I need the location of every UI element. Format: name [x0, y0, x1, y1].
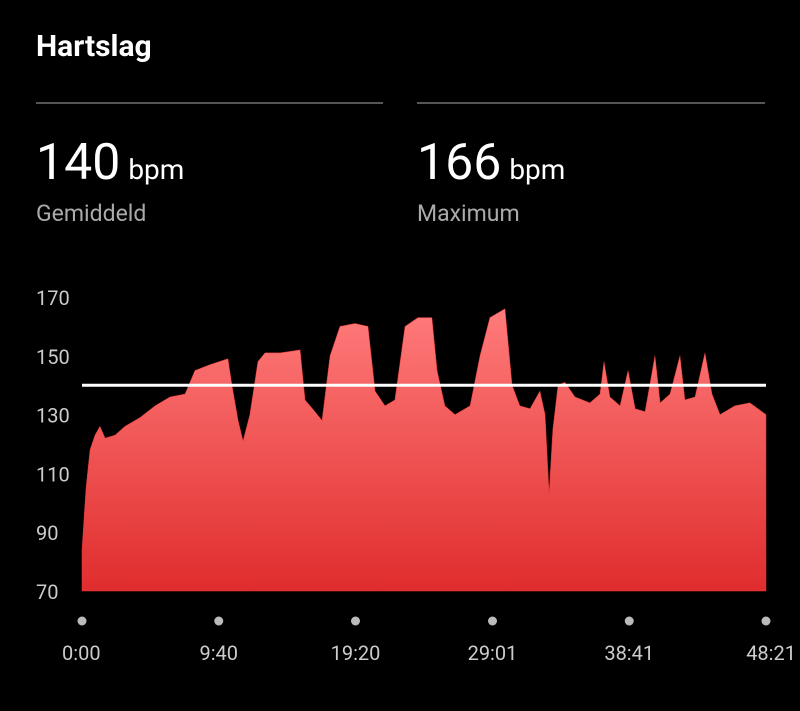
y-tick-label: 90 [36, 521, 58, 545]
x-tick-label: 9:40 [199, 641, 238, 665]
x-tick-label: 0:00 [62, 641, 101, 665]
heart-rate-area [81, 308, 767, 592]
x-tick-dot [77, 616, 87, 626]
x-tick-dot [761, 616, 771, 626]
stat-value: 166 bpm [417, 134, 565, 192]
stat-number: 166 [417, 134, 501, 192]
y-tick-label: 110 [36, 462, 70, 486]
title: Hartslag [36, 29, 152, 64]
x-tick-label: 19:20 [331, 641, 381, 665]
x-tick-dot [214, 616, 224, 626]
x-tick-label: 38:41 [604, 641, 654, 665]
plot: 70 90 110 130 150 170 0:00 9:40 19:20 29:01 38:41 4… [36, 286, 796, 665]
stat-unit: bpm [128, 153, 184, 186]
stat-label: Maximum [417, 200, 520, 227]
stat-label: Gemiddeld [36, 200, 146, 227]
y-tick-label: 170 [36, 286, 70, 310]
y-tick-label: 70 [36, 580, 58, 604]
x-tick-dot [624, 616, 634, 626]
x-tick-dot [351, 616, 361, 626]
stat-number: 140 [36, 134, 120, 192]
x-tick-label: 48:21 [746, 641, 796, 665]
y-tick-label: 150 [36, 345, 70, 369]
x-tick-dot [487, 616, 497, 626]
y-tick-label: 130 [36, 404, 70, 428]
stat-value: 140 bpm [36, 134, 184, 192]
stat-unit: bpm [509, 153, 565, 186]
x-tick-label: 29:01 [468, 641, 518, 665]
